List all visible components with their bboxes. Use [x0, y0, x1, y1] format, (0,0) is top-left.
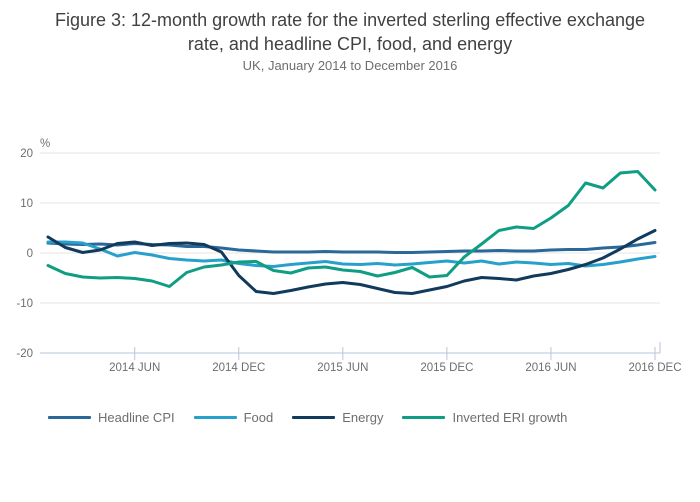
- y-axis-unit-label: %: [40, 138, 50, 150]
- legend-label: Headline CPI: [98, 410, 175, 425]
- legend-item-headline-cpi[interactable]: Headline CPI: [48, 410, 175, 425]
- x-axis-tick-label: 2014 DEC: [212, 362, 265, 374]
- legend-item-energy[interactable]: Energy: [292, 410, 383, 425]
- x-axis-tick-label: 2016 JUN: [525, 362, 576, 374]
- x-axis-tick-label: 2016 DEC: [628, 362, 681, 374]
- energy-line-swatch: [292, 416, 336, 419]
- y-axis-tick-label: 10: [20, 198, 33, 210]
- food-line-swatch: [193, 416, 237, 419]
- y-axis-tick-label: -20: [16, 348, 33, 360]
- y-axis-tick-label: 0: [27, 248, 33, 260]
- x-axis-tick-label: 2015 DEC: [420, 362, 473, 374]
- headline-cpi-line-swatch: [48, 416, 91, 419]
- figure-subtitle: UK, January 2014 to December 2016: [242, 58, 458, 73]
- x-axis-tick-label: 2014 JUN: [109, 362, 160, 374]
- legend-label: Inverted ERI growth: [452, 410, 568, 425]
- legend-label: Energy: [342, 410, 384, 425]
- legend-item-inverted-eri-growth[interactable]: Inverted ERI growth: [402, 410, 567, 425]
- series-line-food[interactable]: [46, 240, 657, 268]
- y-axis-tick-label: 20: [20, 148, 33, 160]
- x-axis-tick-label: 2015 JUN: [317, 362, 368, 374]
- chart-legend: Headline CPI Food Energy Inverted ERI gr…: [48, 410, 586, 425]
- series-line-energy[interactable]: [46, 229, 657, 295]
- legend-item-food[interactable]: Food: [193, 410, 274, 425]
- chart-canvas: 20 10 0 -10 -20% 2014 JUN 2014 DEC 2015 JUN 2015…: [16, 138, 681, 374]
- y-axis-tick-label: -10: [16, 298, 33, 310]
- legend-label: Food: [243, 410, 274, 425]
- series-line-inverted-eri-growth[interactable]: [46, 170, 657, 288]
- inverted-eri-growth-line-swatch: [402, 416, 446, 419]
- figure-title: Figure 3: 12-month growth rate for the i…: [55, 10, 645, 54]
